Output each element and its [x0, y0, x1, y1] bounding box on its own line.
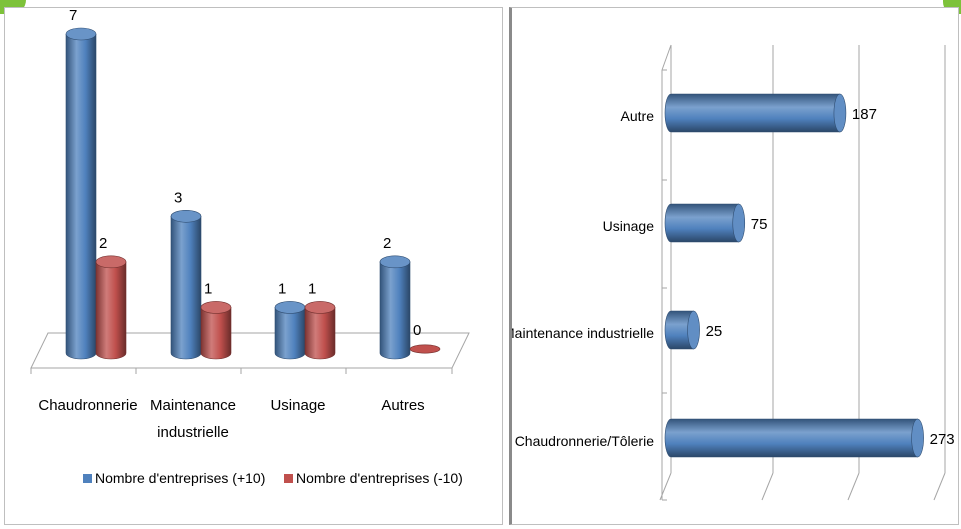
- category-label: industrielle: [157, 424, 229, 441]
- legend-label: Nombre d'entreprises (-10): [296, 470, 463, 486]
- category-label: Autres: [381, 397, 424, 414]
- legend-swatch: [284, 474, 293, 483]
- bar-chaudronnerie-series-2: [95, 255, 127, 360]
- data-label: 2: [383, 235, 391, 252]
- legend: Nombre d'entreprises (+10) Nombre d'entre…: [83, 470, 463, 486]
- data-label: 3: [174, 189, 182, 206]
- grid-line-foot: [933, 472, 946, 501]
- left-bar-chart: 7 2 Chaudronnerie 3 1 Maintenance industrielle…: [30, 7, 470, 486]
- category-label: Usinage: [270, 397, 325, 414]
- bar-autres-series-2: [409, 344, 441, 354]
- legend-label: Nombre d'entreprises (+10): [95, 470, 265, 486]
- bar-usinage-series-2: [304, 301, 336, 360]
- right-bar-chart: 273 Chaudronnerie/Tôlerie 25 Maintenance in…: [503, 44, 955, 501]
- data-label: 0: [413, 322, 421, 339]
- legend-swatch: [83, 474, 92, 483]
- bar-maintenance-series-1: [170, 209, 202, 360]
- left-chart-panel: 7 2 Chaudronnerie 3 1 Maintenance industrielle…: [4, 7, 503, 525]
- data-label: 1: [204, 280, 212, 297]
- data-label: 75: [751, 216, 768, 233]
- bar-autre: [664, 93, 847, 133]
- category-label: Maintenance: [150, 397, 236, 414]
- bar-maintenance-series-2: [200, 301, 232, 360]
- grid-line-foot: [761, 472, 774, 501]
- category-label: Maintenance industrielle: [512, 325, 654, 341]
- bar-chaudronnerie-series-1: [65, 27, 97, 360]
- bar-usinage-series-1: [274, 301, 306, 360]
- data-label: 7: [69, 8, 77, 24]
- category-label: Autre: [621, 108, 655, 124]
- category-label: Chaudronnerie: [38, 397, 137, 414]
- bar-usinage: [664, 203, 746, 243]
- bar-chaudronnerie-t-lerie: [664, 418, 924, 458]
- category-label: Usinage: [603, 218, 655, 234]
- data-label: 187: [852, 106, 877, 123]
- data-label: 273: [930, 431, 955, 448]
- data-label: 25: [706, 323, 723, 340]
- grid-line-foot: [847, 472, 860, 501]
- right-chart-panel: 273 Chaudronnerie/Tôlerie 25 Maintenance in…: [503, 7, 959, 525]
- data-label: 2: [99, 235, 107, 252]
- category-label: Chaudronnerie/Tôlerie: [515, 433, 655, 449]
- bar-autres-series-1: [379, 255, 411, 360]
- bar-maintenance-industrielle: [664, 310, 700, 350]
- axis-top-foot: [661, 44, 672, 71]
- data-label: 1: [308, 280, 316, 297]
- data-label: 1: [278, 280, 286, 297]
